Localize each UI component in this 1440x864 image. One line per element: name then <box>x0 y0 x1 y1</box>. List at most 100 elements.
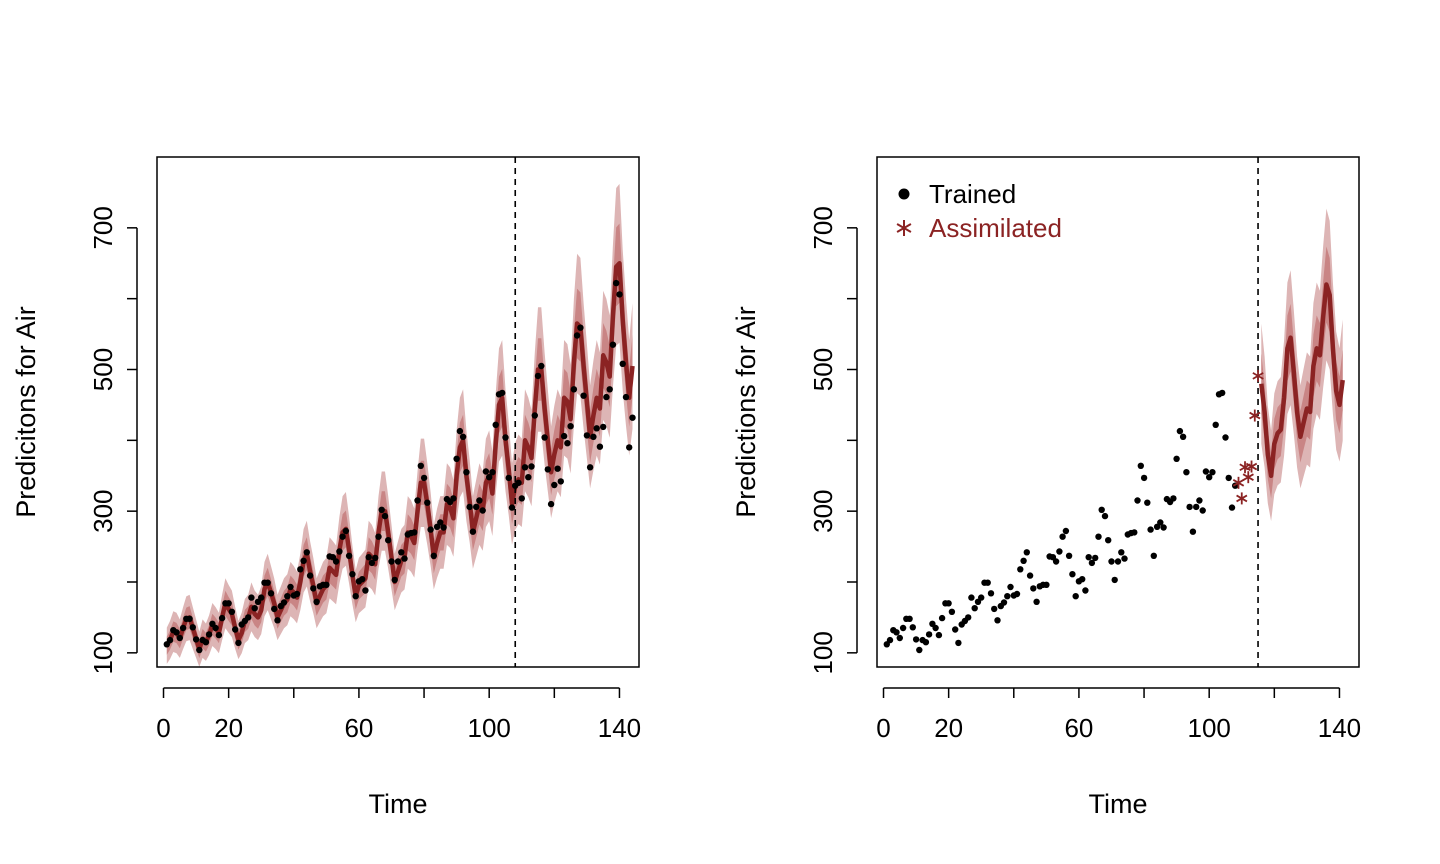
data-point <box>629 414 636 421</box>
data-point <box>176 634 183 642</box>
data-point <box>293 590 301 598</box>
data-point <box>362 587 369 594</box>
data-point <box>251 605 258 612</box>
data-point <box>925 631 933 638</box>
x-tick-label: 140 <box>598 713 641 743</box>
data-point <box>1206 474 1213 481</box>
y-tick-label: 300 <box>808 489 838 532</box>
data-point <box>909 624 916 631</box>
data-point <box>1062 527 1070 535</box>
data-point <box>424 499 431 506</box>
data-point <box>1209 469 1216 476</box>
data-point <box>922 639 930 646</box>
data-point <box>365 554 372 561</box>
asterisk-stroke <box>1236 494 1248 503</box>
y-tick-label: 700 <box>88 206 118 249</box>
data-point <box>965 614 972 621</box>
asterisk-stroke <box>1245 462 1258 471</box>
data-point <box>1150 552 1158 559</box>
x-tick-label: 100 <box>467 713 510 743</box>
data-point <box>586 464 594 471</box>
assimilated-point <box>1249 409 1261 422</box>
data-point <box>166 636 174 644</box>
x-tick-label: 0 <box>876 713 890 743</box>
data-point <box>463 469 470 476</box>
data-point <box>1059 533 1066 540</box>
data-point <box>1026 572 1034 579</box>
data-point <box>899 624 907 632</box>
data-point <box>508 504 516 511</box>
data-point <box>886 636 894 644</box>
data-point <box>450 495 457 502</box>
data-point <box>401 555 408 562</box>
x-tick-label: 140 <box>1318 713 1361 743</box>
data-point <box>1069 571 1076 578</box>
data-point <box>225 600 232 607</box>
data-point <box>1157 519 1164 526</box>
data-point <box>547 500 555 508</box>
data-point <box>938 614 946 622</box>
data-point <box>1118 549 1125 556</box>
data-point <box>332 558 340 565</box>
data-point <box>1186 503 1193 511</box>
x-axis-label: Time <box>1089 789 1148 819</box>
data-point <box>1065 552 1073 559</box>
data-point <box>1030 585 1037 592</box>
x-tick-label: 60 <box>344 713 373 743</box>
data-point <box>1202 468 1210 475</box>
data-point <box>274 617 281 624</box>
data-point <box>1225 474 1232 482</box>
data-point <box>349 571 356 578</box>
data-point <box>1196 497 1203 504</box>
data-point <box>486 474 493 481</box>
data-point <box>1088 559 1096 567</box>
data-point <box>215 631 223 639</box>
data-point <box>284 593 291 600</box>
data-point <box>1000 599 1008 606</box>
data-point <box>482 468 490 475</box>
data-point <box>596 443 604 450</box>
data-point <box>935 631 943 639</box>
data-point <box>987 590 995 597</box>
data-point <box>1082 587 1089 594</box>
data-point <box>955 639 962 647</box>
data-point <box>459 433 467 440</box>
data-point <box>1147 526 1154 533</box>
data-point <box>1043 581 1050 588</box>
data-point <box>932 624 939 632</box>
data-point <box>398 549 405 556</box>
x-tick-label: 0 <box>156 713 170 743</box>
y-tick-label: 300 <box>88 489 118 532</box>
data-point <box>1085 554 1092 561</box>
data-point <box>912 636 920 643</box>
data-point <box>567 423 574 430</box>
data-point <box>179 624 187 632</box>
data-point <box>1140 474 1148 482</box>
data-point <box>1056 548 1063 555</box>
data-point <box>323 581 330 588</box>
plot-area <box>164 183 635 667</box>
data-point <box>469 528 477 535</box>
data-point <box>626 444 633 451</box>
data-point <box>235 639 242 647</box>
data-point <box>378 506 385 513</box>
data-point <box>437 519 444 526</box>
data-point <box>600 423 607 431</box>
data-point <box>1072 593 1079 600</box>
median-line <box>1259 282 1345 479</box>
asterisk-stroke <box>1252 372 1264 380</box>
data-point <box>1114 558 1122 565</box>
data-point <box>583 432 591 439</box>
data-point <box>264 579 271 586</box>
data-point <box>1079 576 1086 583</box>
data-point <box>534 372 542 380</box>
x-tick-label: 20 <box>934 713 963 743</box>
data-point <box>473 503 480 511</box>
data-point <box>427 526 434 533</box>
data-point <box>489 469 496 476</box>
data-point <box>544 466 551 473</box>
data-point <box>945 600 952 607</box>
data-point <box>391 576 398 584</box>
data-point <box>1199 507 1206 514</box>
data-point <box>952 626 959 633</box>
